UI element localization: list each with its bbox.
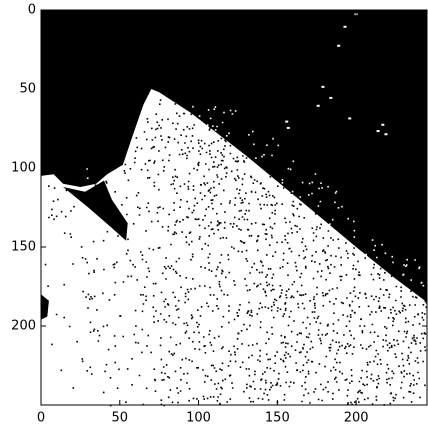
image-speck <box>337 44 341 47</box>
image-speck <box>316 104 320 107</box>
x-tick-label: 100 <box>186 411 211 426</box>
y-tick-label: 150 <box>11 240 36 255</box>
y-tick-label: 0 <box>28 3 36 18</box>
image-noise <box>44 99 428 407</box>
image-region <box>63 180 128 241</box>
x-tick-label: 50 <box>112 411 129 426</box>
image-region <box>41 89 427 405</box>
image-region <box>41 294 49 320</box>
image-speck <box>285 120 289 123</box>
x-tick-label: 150 <box>265 411 290 426</box>
image-speck <box>329 96 333 99</box>
axes-frame <box>40 9 428 406</box>
y-tick-label: 100 <box>11 161 36 176</box>
image-speck <box>343 25 347 28</box>
image <box>41 10 428 407</box>
image-speck <box>384 133 388 136</box>
image-speck <box>376 130 380 133</box>
image-speck <box>381 123 385 126</box>
x-tick-label: 0 <box>37 411 45 426</box>
x-tick-label: 200 <box>344 411 369 426</box>
image-speck <box>321 85 325 88</box>
image-speck <box>286 126 290 129</box>
image-speck <box>348 117 352 120</box>
y-tick-label: 200 <box>11 319 36 334</box>
y-tick-label: 50 <box>19 82 36 97</box>
